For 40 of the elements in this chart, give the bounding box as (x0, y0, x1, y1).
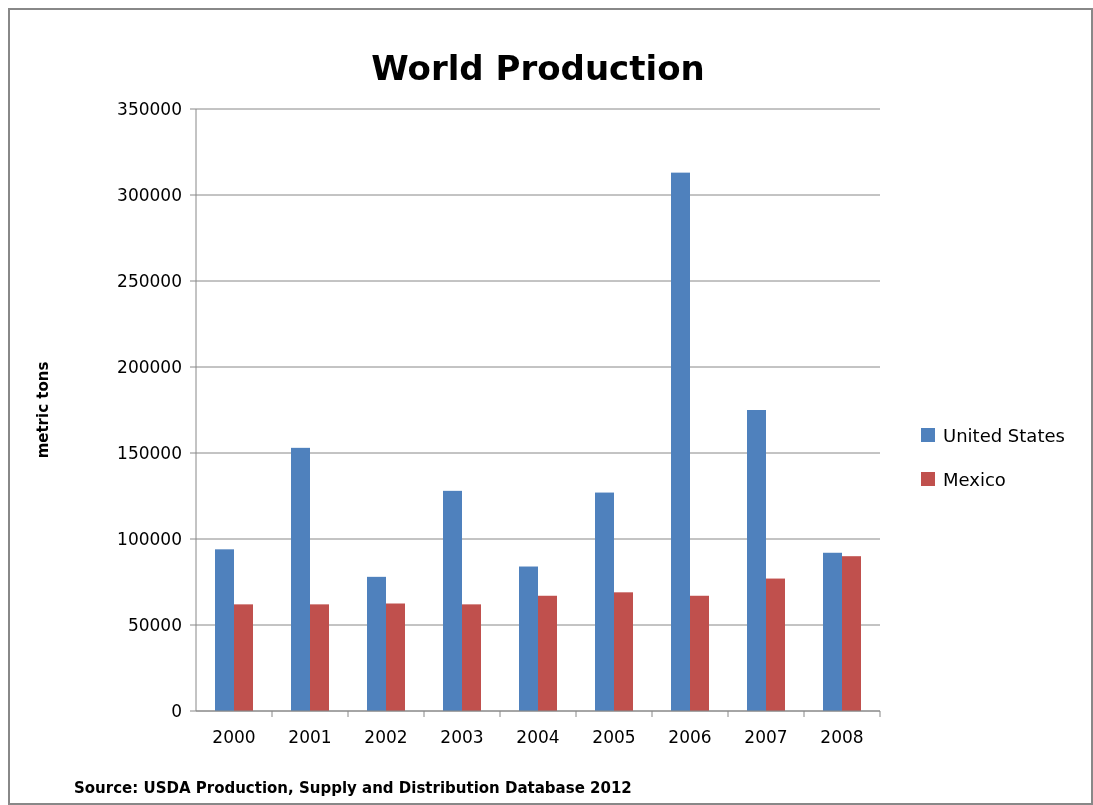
x-tick-label: 2008 (820, 727, 864, 747)
bar (519, 566, 538, 711)
x-tick-label: 2004 (516, 727, 560, 747)
bar (443, 490, 462, 711)
bar (766, 578, 785, 711)
bar (671, 172, 690, 711)
y-tick-label: 250000 (117, 270, 182, 291)
x-tick-label: 2001 (288, 727, 332, 747)
chart-title: World Production (371, 48, 705, 88)
bar (690, 595, 709, 711)
bar (614, 592, 633, 711)
bar (386, 603, 405, 711)
y-tick-label: 200000 (117, 356, 182, 377)
legend-label: Mexico (943, 469, 1006, 491)
bar (234, 604, 253, 711)
x-tick-label: 2003 (440, 727, 484, 747)
bar (747, 410, 766, 711)
legend-label: United States (943, 425, 1065, 447)
bar (595, 492, 614, 711)
y-tick-label: 150000 (117, 442, 182, 463)
y-tick-label: 100000 (117, 528, 182, 549)
y-tick-label: 350000 (117, 98, 182, 119)
x-tick-label: 2007 (744, 727, 788, 747)
x-tick-label: 2000 (212, 727, 256, 747)
bar (367, 576, 386, 711)
y-tick-label: 0 (171, 700, 182, 721)
bar (291, 447, 310, 711)
y-tick-label: 300000 (117, 184, 182, 205)
source-note: Source: USDA Production, Supply and Distribution Database 2012 (74, 779, 632, 797)
x-tick-label: 2005 (592, 727, 636, 747)
bar (842, 556, 861, 711)
x-tick-label: 2002 (364, 727, 408, 747)
bar (538, 595, 557, 711)
bar (462, 604, 481, 711)
y-tick-label: 50000 (127, 614, 182, 635)
bar (310, 604, 329, 711)
y-axis-title: metric tons (34, 361, 52, 459)
bar (215, 549, 234, 711)
x-tick-label: 2006 (668, 727, 712, 747)
bar (823, 552, 842, 711)
